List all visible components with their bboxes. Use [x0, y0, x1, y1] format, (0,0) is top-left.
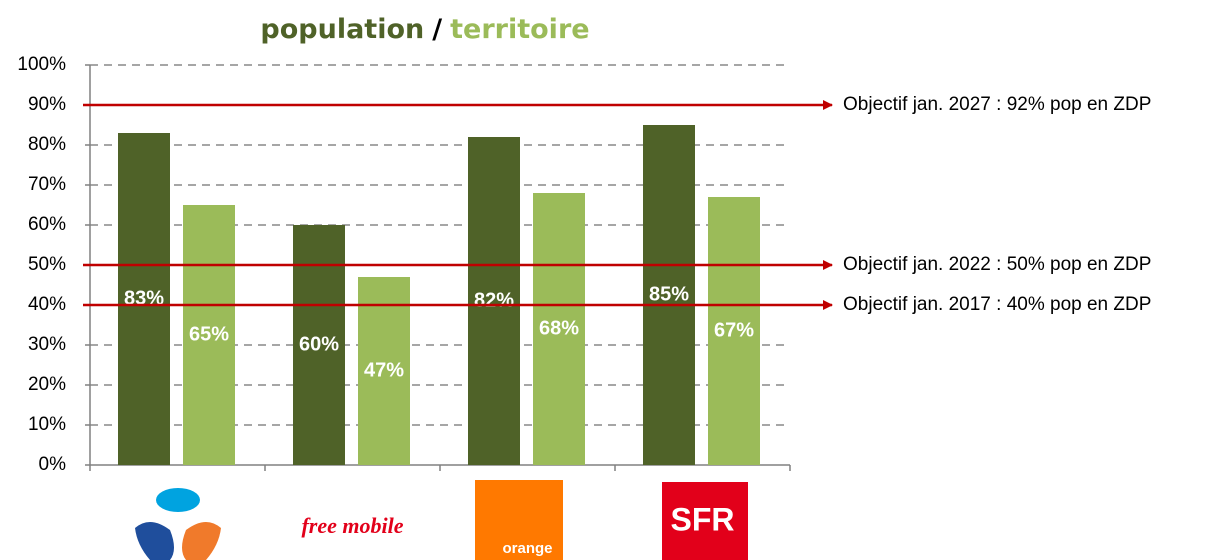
data-label: 85%	[649, 283, 689, 305]
reference-label: Objectif jan. 2017 : 40% pop en ZDP	[843, 294, 1151, 315]
bar	[183, 205, 235, 465]
y-tick-label: 0%	[39, 454, 67, 475]
reference-label: Objectif jan. 2022 : 50% pop en ZDP	[843, 254, 1151, 275]
category-label: free mobile	[301, 513, 403, 538]
y-tick-label: 20%	[28, 374, 66, 395]
y-tick-label: 70%	[28, 174, 66, 195]
bar	[358, 277, 410, 465]
title-separator: /	[432, 14, 442, 45]
title-population: population	[260, 14, 424, 45]
y-tick-label: 100%	[17, 54, 66, 75]
logo-bouygues	[135, 488, 221, 560]
title-territoire: territoire	[450, 14, 589, 45]
y-tick-label: 80%	[28, 134, 66, 155]
category-label: orange	[502, 540, 552, 557]
bar	[643, 125, 695, 465]
bar	[468, 137, 520, 465]
bar	[708, 197, 760, 465]
y-tick-label: 40%	[28, 294, 66, 315]
data-label: 65%	[189, 323, 229, 345]
data-label: 68%	[539, 317, 579, 339]
y-tick-label: 60%	[28, 214, 66, 235]
y-tick-label: 90%	[28, 94, 66, 115]
logo-orange	[475, 480, 563, 560]
data-label: 67%	[714, 319, 754, 341]
bar	[118, 133, 170, 465]
bar	[533, 193, 585, 465]
y-tick-label: 10%	[28, 414, 66, 435]
data-label: 47%	[364, 359, 404, 381]
data-label: 82%	[474, 289, 514, 311]
reference-label: Objectif jan. 2027 : 92% pop en ZDP	[843, 94, 1151, 115]
y-tick-label: 30%	[28, 334, 66, 355]
data-label: 60%	[299, 333, 339, 355]
chart-title: population / territoire	[260, 14, 589, 45]
y-tick-label: 50%	[28, 254, 66, 275]
category-label: SFR	[671, 501, 735, 537]
logo-sfr	[662, 482, 748, 560]
